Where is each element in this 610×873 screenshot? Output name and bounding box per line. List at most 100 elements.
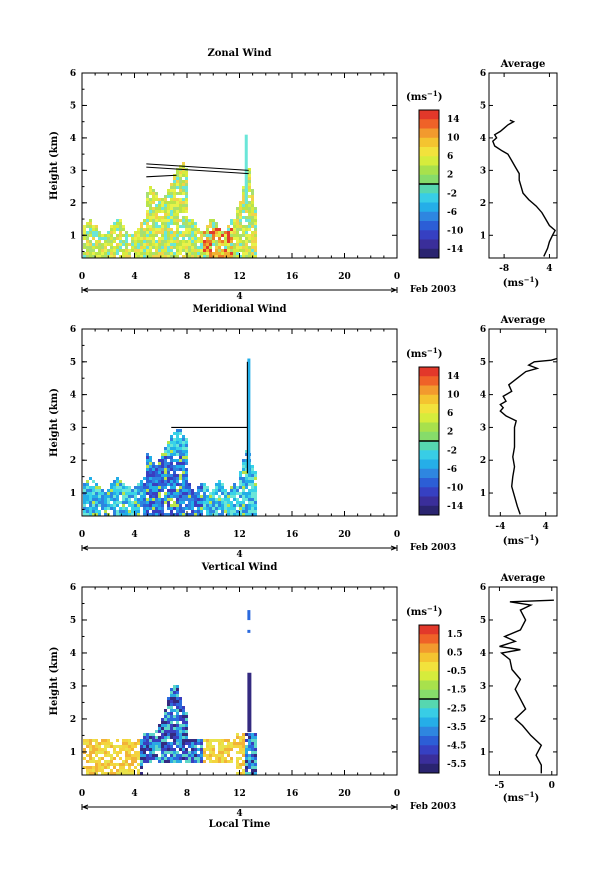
x-tick-label: 12 (233, 272, 246, 282)
colorbar-unit: (ms−1) (406, 604, 442, 618)
profile-y-tick-label: 6 (480, 325, 486, 335)
profile-frame (488, 328, 558, 517)
colorbar-swatch (419, 184, 439, 194)
x-tick-label: 0 (394, 272, 400, 282)
data-streak (247, 629, 251, 633)
chart-title: Vertical Wind (201, 562, 278, 573)
x-tick-label: 4 (131, 789, 137, 799)
date-bar-arrow (390, 287, 398, 293)
colorbar-label: -2 (447, 446, 457, 456)
profile-y-tick-label: 4 (480, 134, 486, 144)
colorbar-swatch (419, 468, 439, 479)
colorbar-label: 2 (447, 428, 453, 438)
colorbar-swatch (419, 689, 439, 700)
profile-title: Average (500, 315, 546, 326)
colorbar-swatch (419, 745, 439, 755)
colorbar-label: -14 (447, 502, 463, 512)
x-tick-label: 20 (338, 789, 351, 799)
profile-y-tick-label: 3 (480, 423, 486, 433)
colorbar-swatch (419, 634, 439, 644)
profile-title: Average (500, 59, 546, 70)
profile-y-tick-label: 3 (480, 682, 486, 692)
date-bar-arrow (390, 545, 398, 551)
x-tick-label: 20 (338, 272, 351, 282)
colorbar-swatch (419, 394, 439, 405)
x-tick-label: 4 (131, 272, 137, 282)
y-tick-label: 3 (70, 682, 76, 692)
y-axis-label: Height (km) (49, 131, 60, 200)
y-tick-label: 4 (70, 649, 76, 659)
y-axis-label: Height (km) (49, 647, 60, 716)
colorbar-swatch (419, 505, 439, 516)
data-streak (247, 672, 252, 733)
profile-y-tick-label: 5 (480, 616, 486, 626)
colorbar-swatch (419, 221, 439, 231)
colorbar-label: 14 (447, 115, 460, 125)
data-field (83, 610, 257, 775)
profile-panel: Average 1 2 3 4 5 6 -5 0 (ms−1) (480, 573, 558, 804)
y-tick-label: 1 (70, 231, 76, 241)
profile-frame (488, 586, 558, 776)
x-tick-label: 4 (131, 530, 137, 540)
colorbar-swatch (419, 202, 439, 213)
x-tick-label: 0 (79, 789, 85, 799)
profile-y-tick-label: 3 (480, 166, 486, 176)
colorbar-swatch (419, 763, 439, 774)
colorbar-swatch (419, 128, 439, 139)
colorbar-label: 1.5 (447, 630, 463, 640)
date-bar-arrow (390, 804, 398, 810)
colorbar-swatch (419, 652, 439, 663)
profile-y-tick-label: 2 (480, 456, 486, 466)
colorbar-label: 0.5 (447, 649, 463, 659)
x-tick-label: 16 (286, 272, 299, 282)
profile-x-tick-label: -4 (495, 522, 505, 532)
y-tick-label: 1 (70, 489, 76, 499)
colorbar: 14 10 6 2 -2 -6 -10 -14 (ms−1) (406, 346, 463, 516)
colorbar-swatch (419, 736, 439, 746)
date-suffix: Feb 2003 (410, 285, 456, 295)
colorbar-label: -5.5 (447, 760, 466, 770)
date-suffix: Feb 2003 (410, 802, 456, 812)
colorbar-swatch (419, 699, 439, 709)
profile-line (491, 119, 556, 257)
x-tick-label: 8 (184, 272, 190, 282)
data-streak (244, 134, 248, 203)
colorbar-swatch (419, 496, 439, 507)
profile-y-tick-label: 2 (480, 199, 486, 209)
y-tick-label: 1 (70, 748, 76, 758)
date-bar-arrow (81, 545, 89, 551)
date-bar-arrow (81, 804, 89, 810)
x-tick-label: 8 (184, 789, 190, 799)
colorbar-swatch (419, 441, 439, 451)
profile-title: Average (500, 573, 546, 584)
y-tick-label: 6 (70, 69, 76, 79)
profile-y-tick-label: 6 (480, 69, 486, 79)
colorbar-label: -2 (447, 189, 457, 199)
colorbar-swatch (419, 671, 439, 681)
x-tick-label: 12 (233, 789, 246, 799)
profile-y-tick-label: 5 (480, 101, 486, 111)
colorbar-label: -4.5 (447, 741, 466, 751)
colorbar-swatch (419, 431, 439, 442)
colorbar-swatch (419, 625, 439, 635)
colorbar-label: 10 (447, 134, 460, 144)
colorbar-swatch (419, 137, 439, 148)
trace-line (146, 174, 177, 178)
profile-y-tick-label: 2 (480, 715, 486, 725)
y-axis-label: Height (km) (49, 388, 60, 457)
x-tick-label: 0 (79, 530, 85, 540)
x-tick-label: 16 (286, 530, 299, 540)
colorbar-swatch (419, 376, 439, 386)
profile-line (499, 357, 558, 515)
colorbar-label: 2 (447, 171, 453, 181)
trace-line (146, 166, 249, 175)
profile-y-tick-label: 6 (480, 583, 486, 593)
colorbar-label: -3.5 (447, 723, 466, 733)
colorbar-label: -14 (447, 245, 463, 255)
data-field (83, 134, 257, 258)
profile-line (499, 599, 554, 774)
profile-x-tick-label: 4 (543, 522, 549, 532)
